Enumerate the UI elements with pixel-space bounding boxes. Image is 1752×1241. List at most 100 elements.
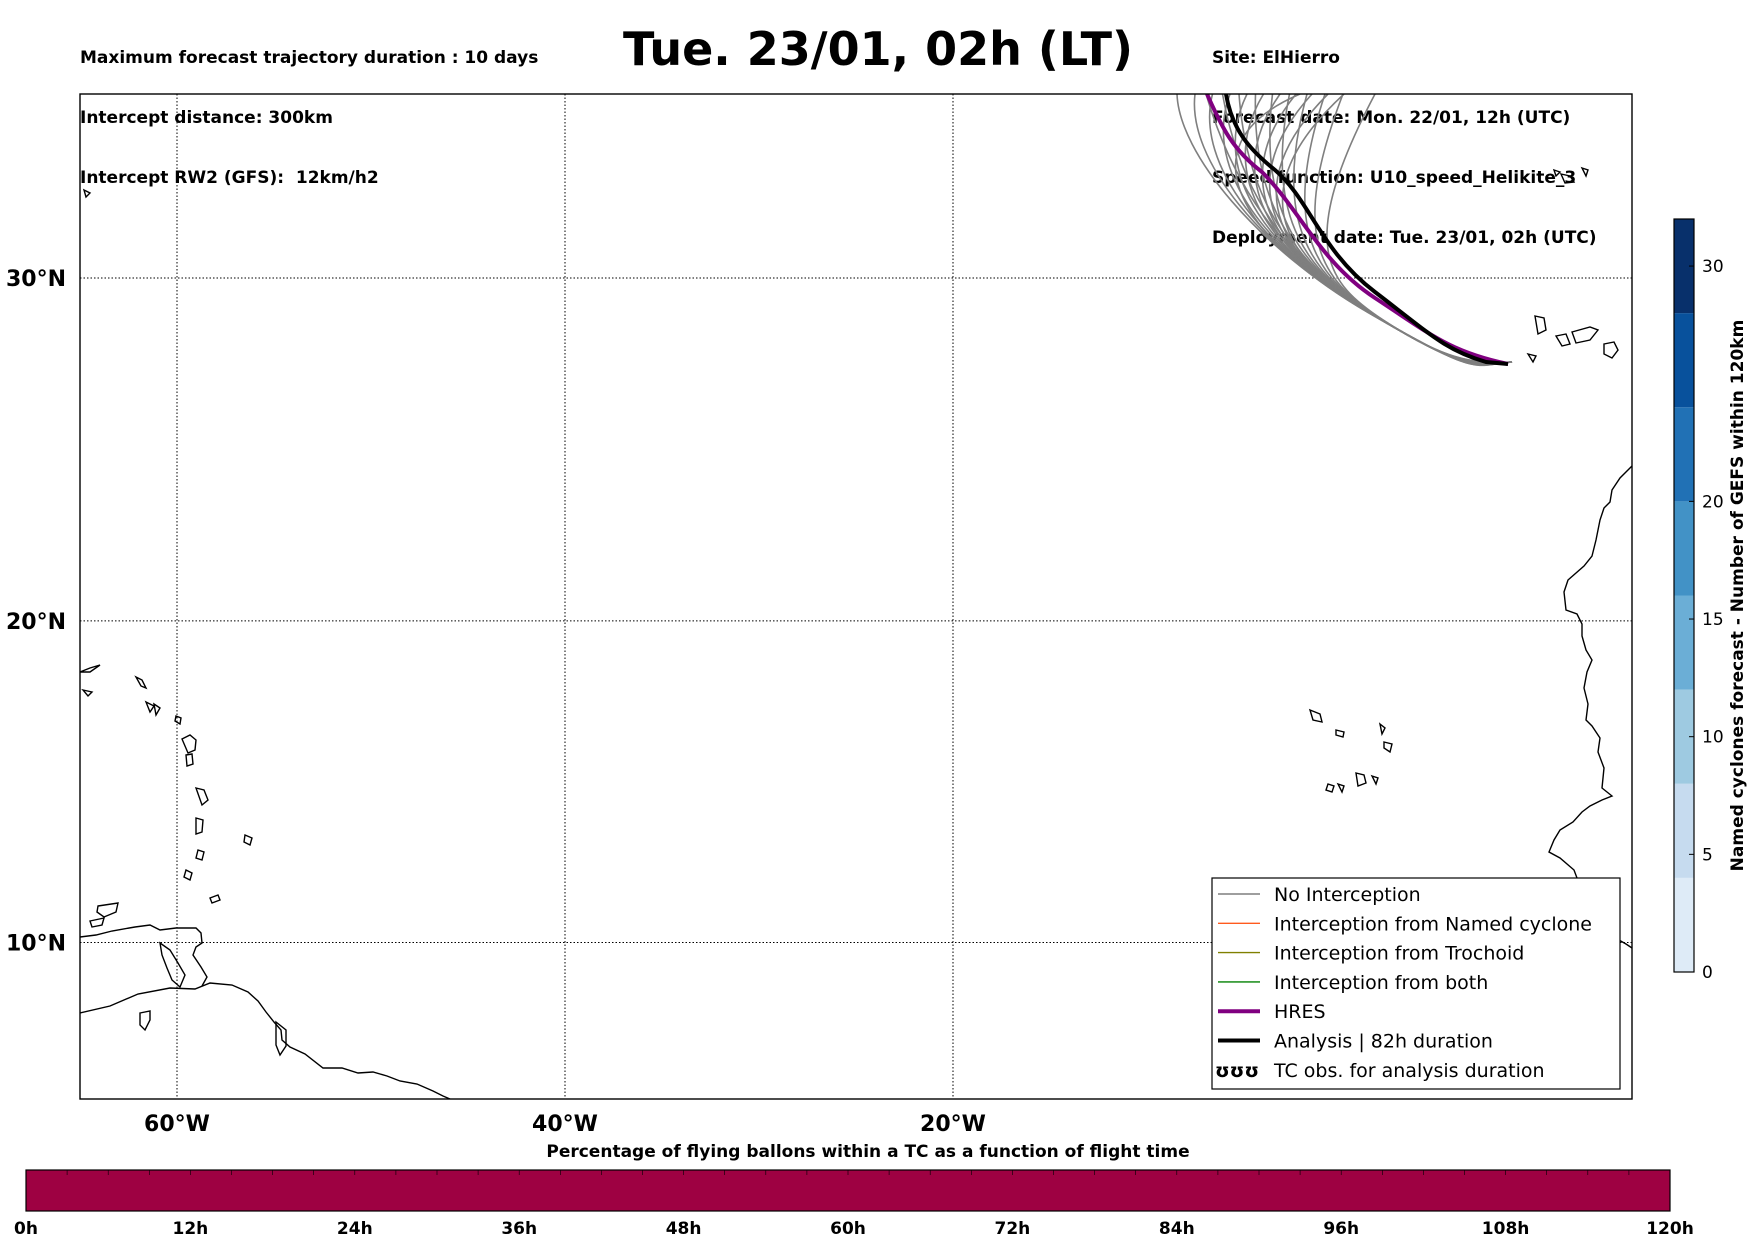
coastlines — [80, 166, 1632, 1099]
island — [134, 675, 148, 690]
island — [194, 787, 209, 807]
flight-time-tick-label: 72h — [995, 1219, 1031, 1239]
colorbar-segment — [1674, 689, 1694, 784]
header-line: Deployment date: Tue. 23/01, 02h (UTC) — [1212, 228, 1597, 248]
flight-time-bar: Percentage of flying ballons within a TC… — [14, 1142, 1694, 1239]
ensemble-trajectory — [1208, 94, 1513, 366]
flight-time-bar-fill — [25, 1169, 1671, 1212]
island — [195, 849, 205, 861]
legend: No Interception Interception from Named c… — [1211, 877, 1621, 1090]
canary-island — [1571, 326, 1600, 344]
map-frame — [79, 93, 1633, 1100]
axis-tick-labels: 60°W 40°W 20°W 30°N 20°N 10°N — [6, 267, 986, 1137]
island — [159, 941, 186, 989]
island — [144, 700, 156, 714]
cape-verde-island — [1325, 783, 1335, 793]
graticule — [80, 94, 1632, 1099]
south-america-coast — [80, 982, 451, 1099]
colorbar: 0 5 10 15 20 30 Named cyclones forecast - Numb… — [1673, 218, 1748, 983]
flight-time-tick-label: 0h — [14, 1219, 38, 1239]
island — [139, 1010, 151, 1032]
flight-time-tick-label: 48h — [666, 1219, 702, 1239]
flight-time-tick-label: 12h — [173, 1219, 209, 1239]
legend-label: Analysis | 82h duration — [1274, 1031, 1493, 1053]
canary-island — [1526, 352, 1538, 364]
colorbar-tick-label: 10 — [1702, 728, 1724, 748]
madeira-island — [1580, 166, 1589, 178]
island — [209, 894, 221, 904]
ensemble-trajectory — [1234, 94, 1513, 367]
flight-time-tick-label: 60h — [830, 1219, 866, 1239]
flight-time-tick-label: 120h — [1646, 1219, 1694, 1239]
ensemble-trajectory — [1238, 94, 1513, 364]
island — [275, 1020, 287, 1057]
legend-label: No Interception — [1274, 884, 1421, 906]
analysis-trajectory — [1224, 94, 1509, 366]
header-line: Site: ElHierro — [1212, 48, 1340, 68]
lat-tick-label: 30°N — [6, 267, 66, 292]
colorbar-label: Named cyclones forecast - Number of GEFS… — [1728, 320, 1748, 872]
tc-obs-symbol: ʊʊʊ — [1215, 1060, 1259, 1082]
colorbar-tick-label: 15 — [1702, 610, 1724, 630]
island — [174, 715, 182, 726]
legend-label: Interception from Named cyclone — [1274, 913, 1592, 935]
flight-time-tick-label: 96h — [1323, 1219, 1359, 1239]
cape-verde-island — [1378, 722, 1386, 737]
flight-time-tick-label: 36h — [501, 1219, 537, 1239]
island — [181, 734, 197, 754]
island — [89, 917, 105, 928]
flight-time-bar-title: Percentage of flying ballons within a TC… — [546, 1142, 1189, 1162]
colorbar-segment — [1674, 877, 1694, 972]
colorbar-tick-label: 5 — [1702, 845, 1713, 865]
island — [81, 688, 94, 698]
colorbar-segment — [1674, 219, 1694, 314]
ensemble-trajectory — [1222, 94, 1513, 366]
cape-verde-island — [1308, 708, 1323, 723]
header-line: Intercept distance: 300km — [80, 108, 333, 128]
cape-verde-island — [1383, 741, 1393, 754]
legend-label: Interception from both — [1274, 972, 1488, 994]
lon-tick-label: 60°W — [144, 1112, 210, 1137]
colorbar-segment — [1674, 783, 1694, 878]
canary-island — [1603, 341, 1619, 359]
island — [153, 702, 161, 718]
lat-tick-label: 20°N — [6, 610, 66, 635]
island — [1552, 168, 1562, 178]
lon-tick-label: 40°W — [532, 1112, 598, 1137]
legend-label: TC obs. for analysis duration — [1273, 1060, 1545, 1082]
island — [82, 188, 92, 199]
header-line: Intercept RW2 (GFS): 12km/h2 — [80, 168, 379, 188]
caribbean-coast — [80, 924, 208, 987]
flight-time-tick-label: 84h — [1159, 1219, 1195, 1239]
island — [96, 902, 119, 918]
ensemble-trajectory — [1326, 94, 1513, 364]
legend-box — [1211, 877, 1621, 1090]
ensemble-trajectory — [1275, 94, 1513, 365]
cape-verde-island — [1335, 729, 1345, 738]
cape-verde-island — [1355, 772, 1367, 787]
header-info-left: Maximum forecast trajectory duration : 1… — [80, 8, 538, 208]
colorbar-tick-label: 0 — [1702, 963, 1713, 983]
madeira-island — [1559, 173, 1576, 184]
trajectories — [1176, 94, 1513, 367]
ensemble-trajectory — [1205, 94, 1513, 365]
ensemble-trajectory — [1253, 94, 1513, 365]
header-line: Speed function: U10_speed_Helikite_3 — [1212, 168, 1577, 188]
island — [195, 817, 204, 835]
colorbar-segment — [1674, 501, 1694, 596]
colorbar-tick-label: 20 — [1702, 492, 1724, 512]
flight-time-tick-label: 108h — [1482, 1219, 1530, 1239]
page-title: Tue. 23/01, 02h (LT) — [623, 22, 1133, 76]
colorbar-segment — [1674, 595, 1694, 690]
island — [243, 833, 253, 847]
colorbar-tick-label: 30 — [1702, 257, 1724, 277]
island — [183, 868, 193, 882]
lon-tick-label: 20°W — [920, 1112, 986, 1137]
cape-verde-island — [1336, 782, 1345, 794]
west-africa-coast — [1548, 465, 1632, 949]
colorbar-segment — [1674, 313, 1694, 408]
hres-trajectory — [1205, 94, 1509, 366]
canary-island — [1554, 333, 1571, 347]
header-line: Maximum forecast trajectory duration : 1… — [80, 48, 539, 68]
